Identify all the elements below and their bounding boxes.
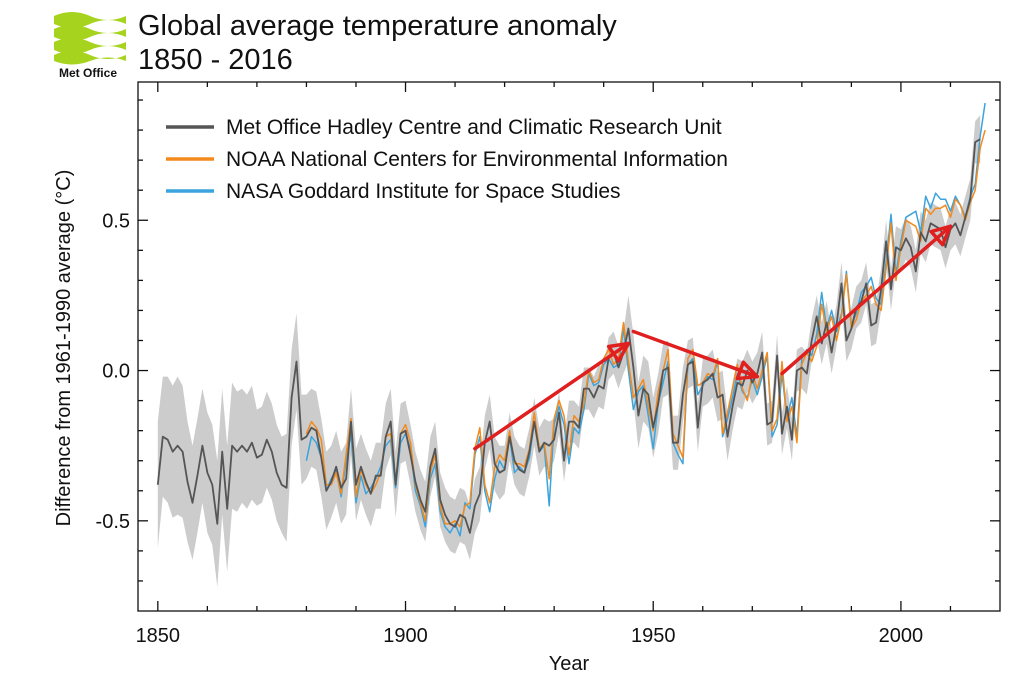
legend: Met Office Hadley Centre and Climatic Re… xyxy=(166,116,728,203)
logo-waves-icon xyxy=(54,12,126,65)
series-layer xyxy=(156,102,986,537)
y-tick-label: 0.0 xyxy=(102,361,130,383)
x-tick-label: 1950 xyxy=(631,625,676,647)
x-tick-label: 1900 xyxy=(383,625,428,647)
x-axis-label: Year xyxy=(549,653,590,675)
trend-arrow-layer xyxy=(473,224,953,451)
logo-text: Met Office xyxy=(59,66,117,80)
x-tick-label: 2000 xyxy=(879,625,924,647)
series-line-nasa xyxy=(305,102,986,537)
plot-frame xyxy=(137,81,1001,612)
trend-arrow xyxy=(631,329,760,381)
legend-label-metoffice: Met Office Hadley Centre and Climatic Re… xyxy=(226,116,722,139)
x-tick-label: 1850 xyxy=(136,625,181,647)
chart-title-line1: Global average temperature anomaly xyxy=(138,10,617,42)
legend-label-noaa: NOAA National Centers for Environmental … xyxy=(226,148,728,171)
y-tick-label: -0.5 xyxy=(96,511,130,533)
y-tick-label: 0.5 xyxy=(102,210,130,232)
trend-arrow xyxy=(473,341,631,451)
series-line-metoffice xyxy=(156,138,981,534)
met-office-logo: Met Office xyxy=(54,12,126,80)
uncertainty-band-layer xyxy=(157,115,981,587)
axis-ticks-layer: 1850 1900 1950 2000 -0.5 0.0 0.5 xyxy=(96,82,1000,647)
legend-label-nasa: NASA Goddard Institute for Space Studies xyxy=(226,180,621,203)
uncertainty-band xyxy=(157,115,981,587)
chart-title-line2: 1850 - 2016 xyxy=(138,44,293,76)
trend-arrow xyxy=(780,224,953,376)
y-axis-label: Difference from 1961-1990 average (°C) xyxy=(53,170,75,527)
